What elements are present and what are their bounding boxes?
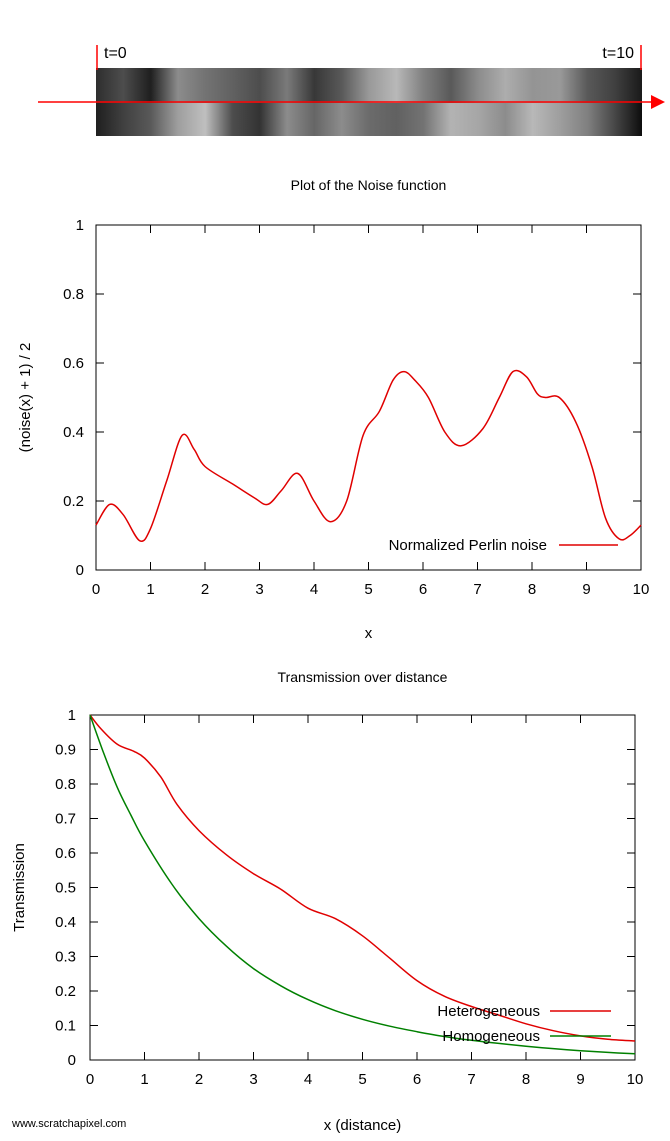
transmission-chart: Transmission over distance 0 1 2 3 4 5 6 7 8 9 10 0 0… [11,669,644,1134]
y-tick-label: 0.5 [55,880,76,897]
y-tick-label: 0.4 [63,424,84,441]
legend-label-2: Homogeneous [442,1028,540,1045]
y-tick-label: 0.2 [63,493,84,510]
x-tick-label: 1 [140,1071,148,1088]
strip-start-label: t=0 [104,45,127,62]
y-tick-label: 0.1 [55,1018,76,1035]
y-axis-label: (noise(x) + 1) / 2 [17,343,34,453]
x-tick-label: 9 [582,581,590,598]
y-tick-label: 0.6 [63,355,84,372]
x-tick-label: 10 [633,581,650,598]
y-tick-label: 1 [76,217,84,234]
noise-chart: Plot of the Noise function 0 1 2 3 4 5 6 7 8 9 10 0 0… [17,177,650,640]
x-axis-label: x [365,625,373,640]
x-tick-label: 2 [201,581,209,598]
y-tick-label: 0 [76,562,84,579]
y-tick-label: 0.4 [55,914,76,931]
x-tick-label: 7 [467,1071,475,1088]
chart-title: Plot of the Noise function [291,177,447,193]
x-tick-label: 1 [146,581,154,598]
x-tick-label: 0 [92,581,100,598]
y-axis-label: Transmission [11,843,28,932]
series-line-2 [89,714,636,1055]
y-tick-label: 0.9 [55,742,76,759]
x-tick-label: 6 [413,1071,421,1088]
series-line-1 [95,369,642,543]
x-tick-label: 8 [528,581,536,598]
noise-strip-figure: t=0 t=10 [38,45,665,136]
x-tick-label: 9 [576,1071,584,1088]
ray-arrow-head [651,95,665,109]
strip-end-label: t=10 [602,45,634,62]
x-tick-label: 4 [304,1071,312,1088]
x-tick-label: 0 [86,1071,94,1088]
x-tick-label: 10 [627,1071,644,1088]
noise-strip-top [96,68,642,103]
y-tick-label: 0.6 [55,845,76,862]
noise-strip-bottom [96,103,642,136]
series-line-1 [89,714,636,1042]
x-tick-label: 6 [419,581,427,598]
site-credit: www.scratchapixel.com [12,1118,127,1130]
y-tick-label: 0.8 [55,776,76,793]
y-tick-label: 1 [68,707,76,724]
x-tick-label: 3 [255,581,263,598]
x-tick-label: 5 [358,1071,366,1088]
y-tick-label: 0.2 [55,983,76,1000]
plot-frame [89,714,636,1061]
x-tick-label: 7 [473,581,481,598]
y-tick-label: 0.3 [55,949,76,966]
x-tick-label: 4 [310,581,318,598]
y-tick-label: 0.8 [63,286,84,303]
x-tick-label: 2 [195,1071,203,1088]
y-tick-label: 0.7 [55,811,76,828]
x-axis-label: x (distance) [324,1117,402,1134]
x-tick-label: 3 [249,1071,257,1088]
y-tick-label: 0 [68,1052,76,1069]
chart-title: Transmission over distance [278,669,448,685]
legend-label-1: Normalized Perlin noise [389,537,547,554]
legend-label-1: Heterogeneous [437,1003,540,1020]
x-tick-label: 8 [522,1071,530,1088]
x-tick-label: 5 [364,581,372,598]
